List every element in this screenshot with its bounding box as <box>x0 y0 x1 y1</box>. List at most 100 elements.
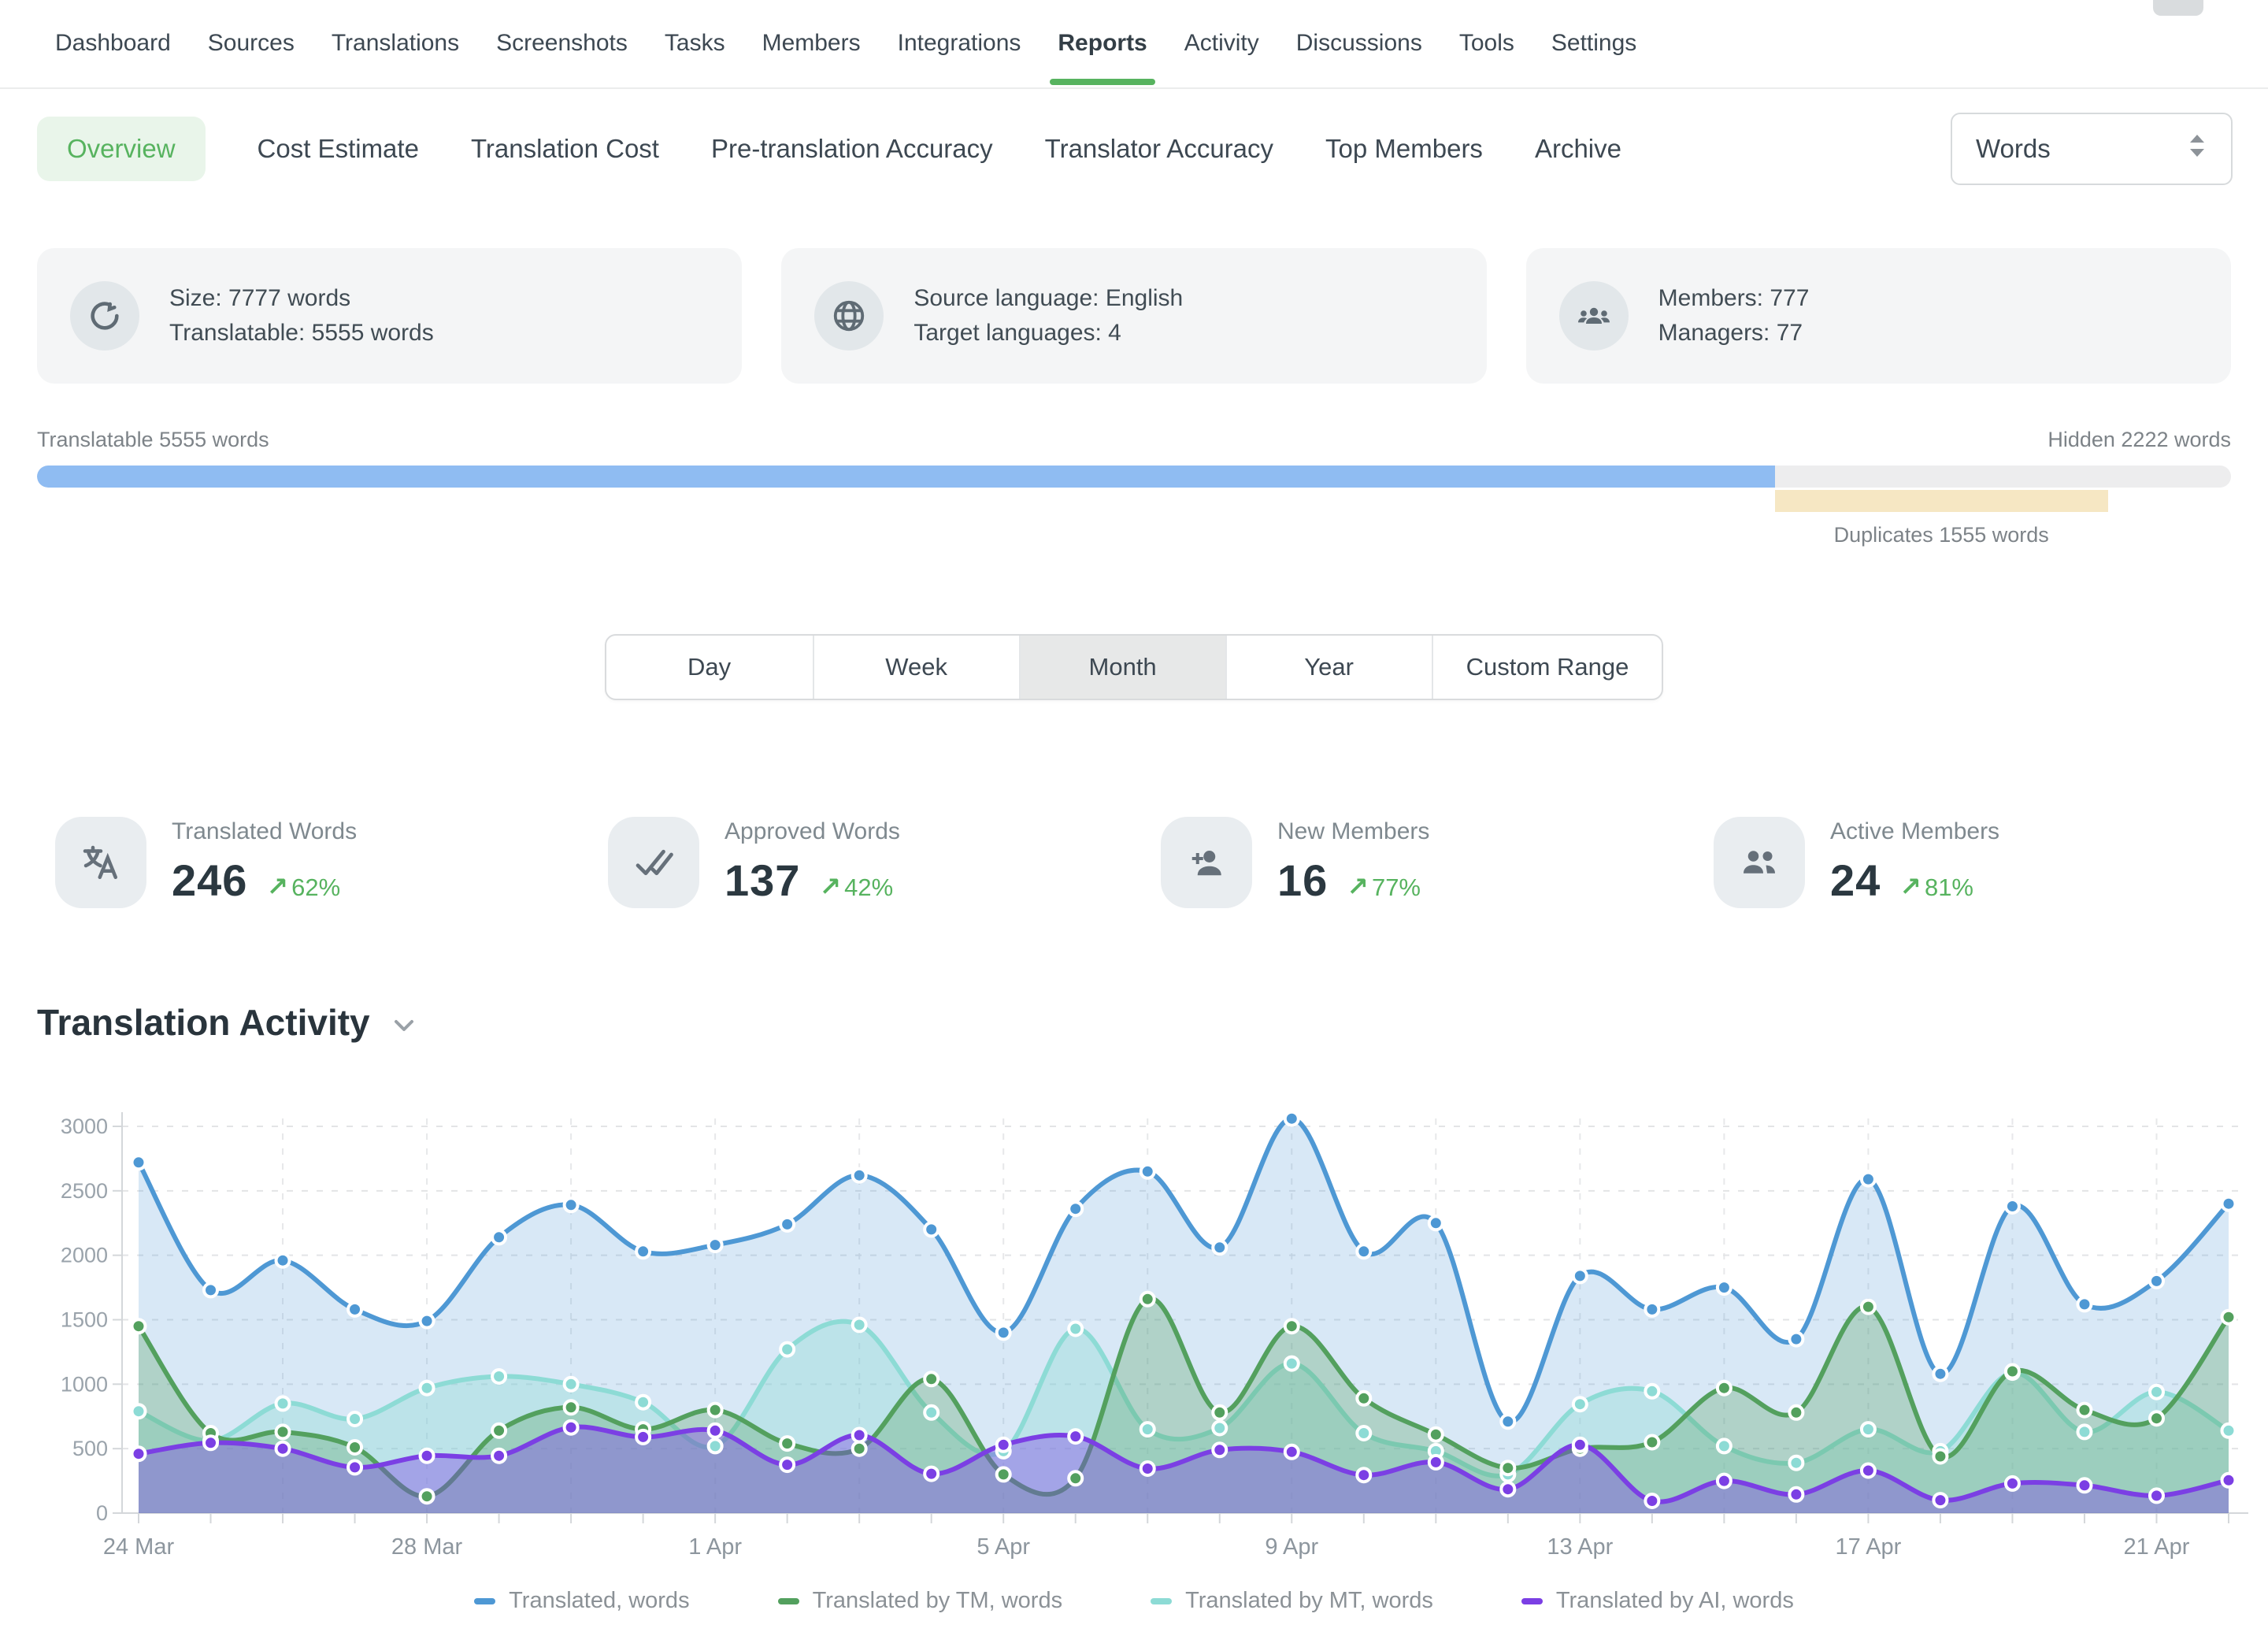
data-point[interactable] <box>995 1466 1012 1483</box>
data-point[interactable] <box>635 1243 652 1260</box>
data-point[interactable] <box>2220 1422 2237 1439</box>
tab-week[interactable]: Week <box>812 636 1019 699</box>
data-point[interactable] <box>1715 1437 1732 1455</box>
data-point[interactable] <box>1067 1470 1084 1487</box>
data-point[interactable] <box>1859 1421 1877 1438</box>
data-point[interactable] <box>2148 1487 2165 1504</box>
data-point[interactable] <box>706 1401 724 1419</box>
data-point[interactable] <box>274 1423 291 1441</box>
data-point[interactable] <box>202 1282 220 1299</box>
tab-custom-range[interactable]: Custom Range <box>1431 636 1662 699</box>
data-point[interactable] <box>130 1445 147 1463</box>
data-point[interactable] <box>1283 1443 1300 1460</box>
data-point[interactable] <box>562 1196 580 1214</box>
data-point[interactable] <box>923 1404 940 1421</box>
data-point[interactable] <box>1139 1460 1156 1477</box>
subnav-translator-accuracy[interactable]: Translator Accuracy <box>1044 134 1274 163</box>
data-point[interactable] <box>1283 1318 1300 1335</box>
data-point[interactable] <box>2003 1363 2021 1380</box>
tab-day[interactable]: Day <box>687 653 732 681</box>
legend-item[interactable]: Translated, words <box>474 1588 690 1614</box>
data-point[interactable] <box>1788 1330 1805 1348</box>
data-point[interactable] <box>491 1422 508 1439</box>
data-point[interactable] <box>1932 1492 1949 1509</box>
data-point[interactable] <box>706 1422 724 1439</box>
data-point[interactable] <box>850 1440 868 1457</box>
data-point[interactable] <box>1499 1413 1517 1430</box>
data-point[interactable] <box>779 1456 796 1474</box>
data-point[interactable] <box>1932 1365 1949 1382</box>
subnav-archive[interactable]: Archive <box>1534 134 1621 163</box>
data-point[interactable] <box>1355 1425 1373 1441</box>
data-point[interactable] <box>1211 1404 1228 1421</box>
subnav-cost-estimate[interactable]: Cost Estimate <box>257 134 419 163</box>
data-point[interactable] <box>1788 1454 1805 1471</box>
data-point[interactable] <box>2148 1383 2165 1400</box>
data-point[interactable] <box>1644 1300 1661 1318</box>
data-point[interactable] <box>995 1436 1012 1453</box>
data-point[interactable] <box>1067 1320 1084 1337</box>
data-point[interactable] <box>850 1316 868 1334</box>
legend-item[interactable]: Translated by AI, words <box>1521 1588 1794 1614</box>
data-point[interactable] <box>2148 1272 2165 1289</box>
data-point[interactable] <box>1644 1434 1661 1451</box>
subnav-top-members[interactable]: Top Members <box>1325 134 1483 163</box>
data-point[interactable] <box>1859 1462 1877 1479</box>
data-point[interactable] <box>1788 1486 1805 1503</box>
data-point[interactable] <box>1355 1243 1373 1260</box>
tab-year[interactable]: Year <box>1225 636 1432 699</box>
chevron-down-icon[interactable] <box>391 1001 417 1044</box>
data-point[interactable] <box>2076 1401 2093 1419</box>
nav-sources[interactable]: Sources <box>207 30 295 56</box>
data-point[interactable] <box>706 1237 724 1254</box>
data-point[interactable] <box>1715 1279 1732 1296</box>
nav-integrations[interactable]: Integrations <box>897 30 1021 56</box>
data-point[interactable] <box>1211 1239 1228 1256</box>
data-point[interactable] <box>1211 1419 1228 1437</box>
data-point[interactable] <box>346 1411 364 1427</box>
nav-members[interactable]: Members <box>762 30 861 56</box>
legend-item[interactable]: Translated by TM, words <box>777 1588 1062 1614</box>
data-point[interactable] <box>2076 1423 2093 1441</box>
data-point[interactable] <box>1644 1493 1661 1509</box>
data-point[interactable] <box>2148 1410 2165 1427</box>
data-point[interactable] <box>923 1465 940 1482</box>
data-point[interactable] <box>274 1440 291 1457</box>
data-point[interactable] <box>779 1215 796 1233</box>
data-point[interactable] <box>1715 1472 1732 1489</box>
data-point[interactable] <box>346 1439 364 1456</box>
data-point[interactable] <box>2076 1296 2093 1313</box>
nav-activity[interactable]: Activity <box>1184 30 1259 56</box>
data-point[interactable] <box>1067 1200 1084 1218</box>
data-point[interactable] <box>1427 1453 1444 1471</box>
data-point[interactable] <box>1571 1396 1588 1413</box>
data-point[interactable] <box>562 1399 580 1416</box>
data-point[interactable] <box>1355 1467 1373 1484</box>
nav-dashboard[interactable]: Dashboard <box>55 30 171 56</box>
data-point[interactable] <box>1139 1290 1156 1308</box>
data-point[interactable] <box>562 1375 580 1393</box>
data-point[interactable] <box>418 1447 435 1464</box>
translation-activity-chart[interactable]: 0 500 1000 1500 2000 2500 3000 24 Mar 28 Mar 1 Ap… <box>0 1059 2268 1614</box>
data-point[interactable] <box>923 1221 940 1238</box>
data-point[interactable] <box>1859 1298 1877 1315</box>
nav-screenshots[interactable]: Screenshots <box>496 30 628 56</box>
data-point[interactable] <box>1571 1436 1588 1453</box>
nav-tasks[interactable]: Tasks <box>664 30 725 56</box>
data-point[interactable] <box>1859 1170 1877 1188</box>
data-point[interactable] <box>1715 1379 1732 1397</box>
data-point[interactable] <box>1499 1460 1517 1477</box>
data-point[interactable] <box>1932 1448 1949 1465</box>
data-point[interactable] <box>418 1312 435 1330</box>
data-point[interactable] <box>1283 1355 1300 1372</box>
nav-reports[interactable]: Reports <box>1050 30 1156 85</box>
subnav-pretranslation-accuracy[interactable]: Pre-translation Accuracy <box>710 134 993 163</box>
data-point[interactable] <box>779 1435 796 1452</box>
nav-translations[interactable]: Translations <box>331 30 460 56</box>
data-point[interactable] <box>1355 1389 1373 1407</box>
unit-selector[interactable]: Words <box>1951 113 2233 185</box>
data-point[interactable] <box>202 1434 220 1452</box>
nav-settings[interactable]: Settings <box>1551 30 1637 56</box>
data-point[interactable] <box>850 1167 868 1184</box>
data-point[interactable] <box>491 1368 508 1385</box>
